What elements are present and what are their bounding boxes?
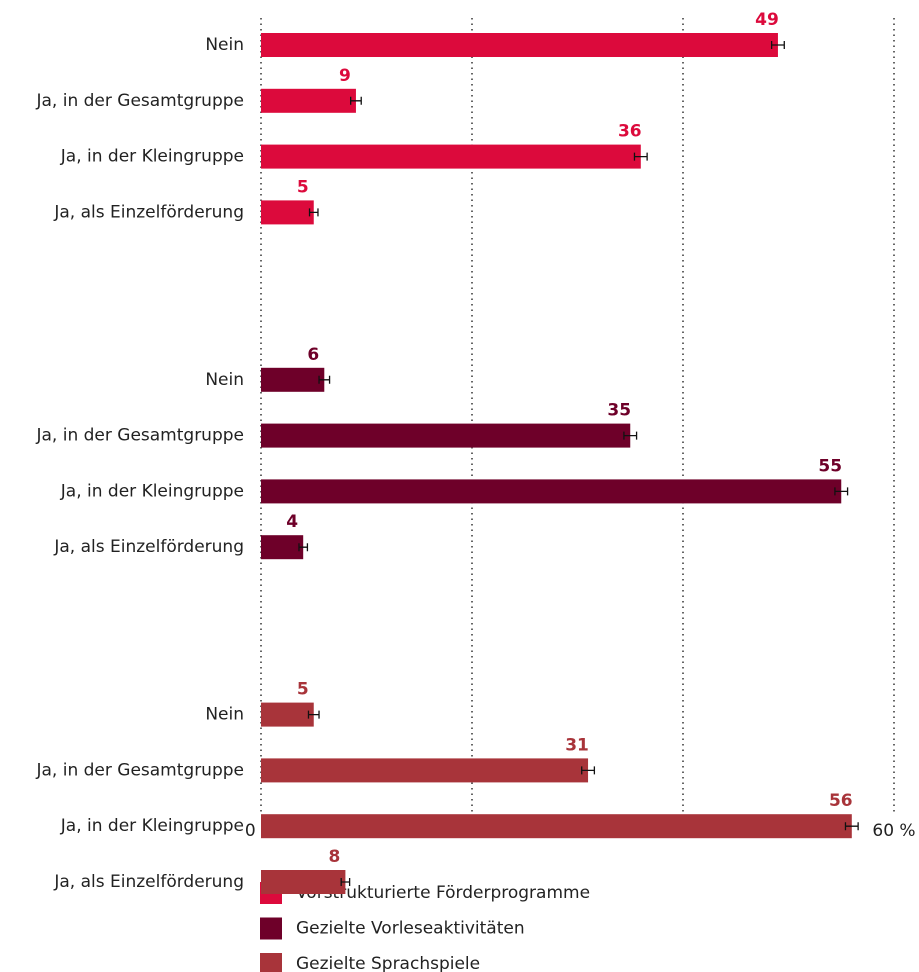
bar	[261, 814, 852, 839]
x-tick-label: 60 %	[872, 821, 915, 841]
y-tick-label: Ja, als Einzelförderung	[53, 202, 244, 222]
legend-swatch	[260, 917, 282, 940]
bar	[261, 702, 314, 727]
value-label: 5	[297, 680, 309, 700]
bar	[261, 423, 631, 448]
value-label: 49	[755, 10, 779, 30]
bar	[261, 200, 314, 225]
error-bar	[298, 543, 309, 552]
error-bar	[581, 766, 596, 775]
y-tick-label: Nein	[205, 35, 244, 55]
value-label: 4	[286, 512, 298, 532]
y-tick-label: Ja, in der Kleingruppe	[60, 481, 244, 501]
y-tick-label: Nein	[205, 370, 244, 390]
legend-swatch	[260, 953, 282, 972]
y-tick-label: Ja, in der Kleingruppe	[60, 147, 244, 167]
error-bar	[340, 878, 351, 886]
value-label: 31	[565, 735, 589, 755]
y-tick-label: Ja, als Einzelförderung	[53, 537, 244, 557]
bar	[261, 88, 356, 113]
value-label: 35	[607, 401, 631, 421]
value-label: 36	[618, 122, 642, 142]
bar	[261, 144, 641, 169]
y-tick-label: Ja, in der Gesamtgruppe	[35, 91, 244, 111]
error-bar	[308, 208, 319, 217]
error-bar	[307, 710, 320, 719]
y-tick-label: Ja, in der Gesamtgruppe	[35, 760, 244, 780]
y-tick-label: Nein	[205, 705, 244, 725]
error-bar	[834, 487, 849, 496]
error-bar	[350, 96, 362, 105]
bar	[261, 367, 325, 392]
value-label: 55	[818, 456, 842, 476]
error-bar	[318, 375, 331, 384]
legend-label: Gezielte Vorleseaktivitäten	[296, 919, 525, 939]
legend-label: Gezielte Sprachspiele	[296, 954, 480, 972]
y-tick-label: Ja, in der Gesamtgruppe	[35, 426, 244, 446]
value-label: 9	[339, 66, 351, 86]
bar	[261, 870, 346, 894]
error-bar	[770, 41, 785, 49]
error-bar	[844, 822, 859, 831]
value-label: 56	[829, 791, 853, 811]
y-tick-label: Ja, als Einzelförderung	[53, 872, 244, 892]
bar	[261, 33, 778, 57]
legend-label: Vorstrukturierte Förderprogramme	[296, 883, 590, 903]
bar	[261, 758, 589, 783]
value-label: 6	[307, 345, 319, 365]
value-label: 5	[297, 177, 309, 197]
error-bar	[623, 431, 638, 440]
bar	[261, 535, 304, 560]
value-label: 8	[328, 847, 340, 867]
error-bar	[633, 152, 648, 161]
bar	[261, 479, 842, 504]
y-tick-label: Ja, in der Kleingruppe	[60, 816, 244, 836]
